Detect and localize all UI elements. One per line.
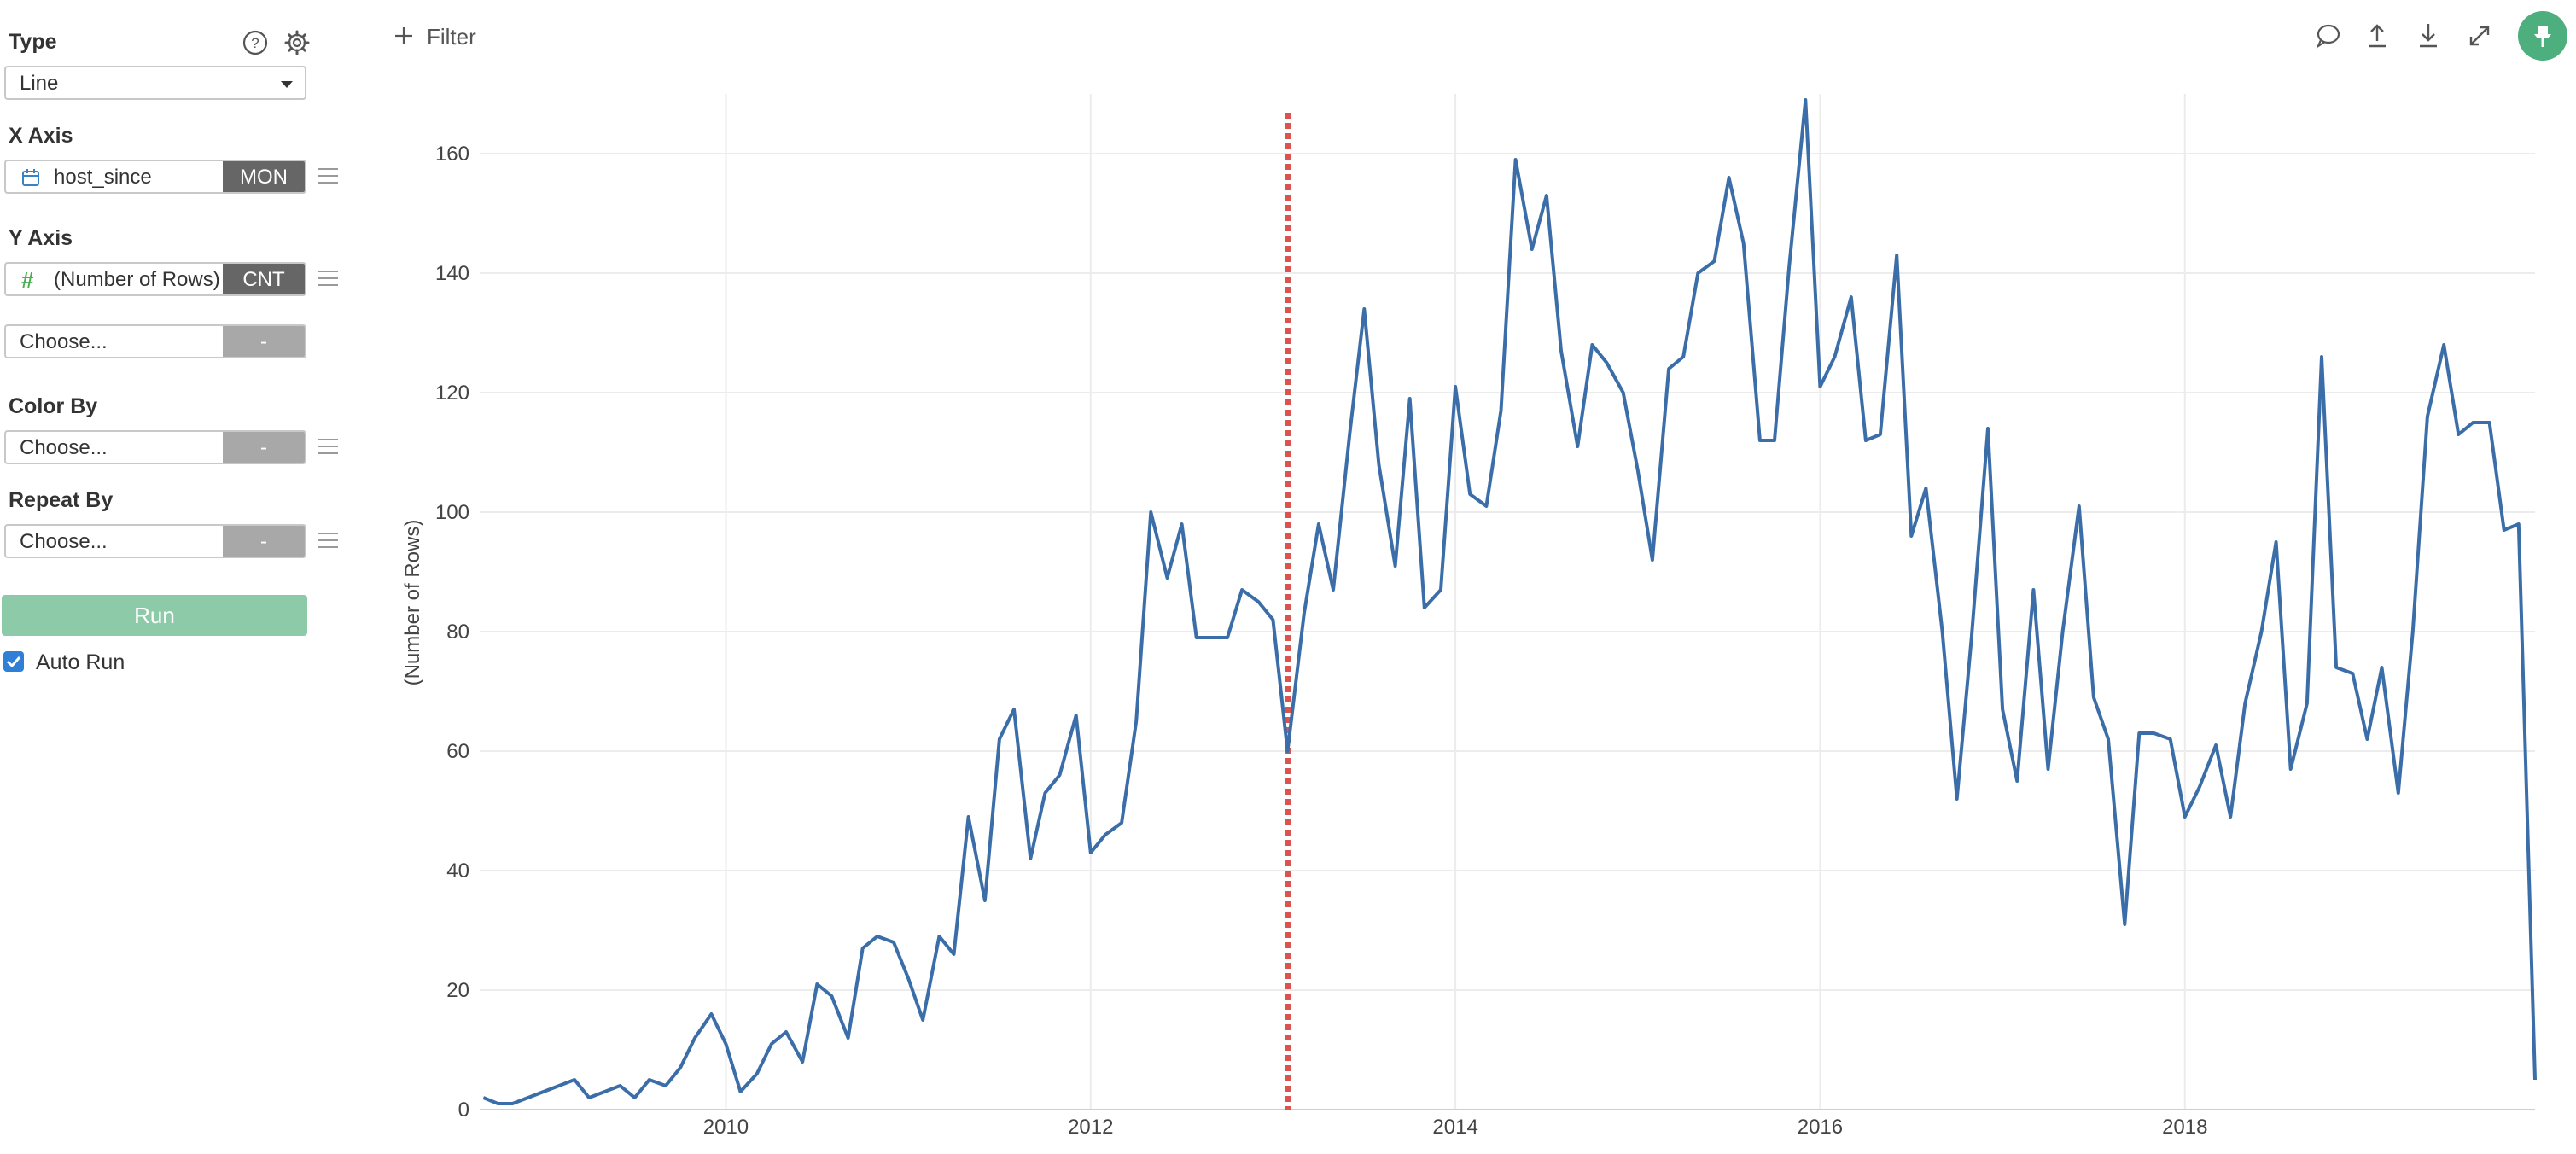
y-axis-title: (Number of Rows) xyxy=(401,520,424,686)
chart-config-panel: Type ? Line X Axis host_since MON xyxy=(0,0,358,1154)
x-axis-ticks: 2010 2012 2014 2016 2018 xyxy=(703,1116,2208,1139)
repeat-by-placeholder: Choose... xyxy=(20,530,108,553)
comment-icon[interactable] xyxy=(2313,20,2344,51)
y-tick-label: 120 xyxy=(435,382,469,405)
caret-down-icon xyxy=(281,81,293,88)
y-axis-field[interactable]: # (Number of Rows) CNT xyxy=(4,262,306,296)
x-tick-label: 2014 xyxy=(1432,1116,1477,1139)
chart-grid xyxy=(480,94,2535,1110)
pin-button[interactable] xyxy=(2518,11,2567,61)
y-axis-field-name: (Number of Rows) xyxy=(54,268,220,291)
color-by-menu-icon[interactable] xyxy=(318,439,338,459)
series-line xyxy=(482,98,2537,1105)
y-axis-menu-icon[interactable] xyxy=(318,271,338,291)
number-icon: # xyxy=(21,267,34,293)
type-label: Type xyxy=(9,30,57,54)
y-tick-label: 0 xyxy=(458,1099,469,1122)
y-tick-label: 140 xyxy=(435,262,469,285)
run-button[interactable]: Run xyxy=(2,595,307,636)
repeat-by-label: Repeat By xyxy=(9,488,114,512)
x-axis-field-name: host_since xyxy=(54,166,152,189)
checkmark-icon xyxy=(6,656,21,668)
chart-type-value: Line xyxy=(20,72,59,95)
chart-type-select[interactable]: Line xyxy=(4,66,306,100)
x-tick-label: 2012 xyxy=(1068,1116,1113,1139)
x-tick-label: 2010 xyxy=(703,1116,749,1139)
auto-run-checkbox[interactable] xyxy=(3,651,24,672)
color-by-placeholder: Choose... xyxy=(20,436,108,459)
y-axis-field-2[interactable]: Choose... - xyxy=(4,324,306,358)
y-axis-2-aggregation[interactable]: - xyxy=(223,326,305,357)
plus-icon xyxy=(395,27,412,44)
y-tick-label: 60 xyxy=(446,740,469,763)
auto-run-label: Auto Run xyxy=(36,650,125,674)
y-tick-label: 160 xyxy=(435,143,469,166)
color-by-aggregation[interactable]: - xyxy=(223,432,305,463)
color-by-field[interactable]: Choose... - xyxy=(4,430,306,464)
x-tick-label: 2016 xyxy=(1798,1116,1843,1139)
upload-icon[interactable] xyxy=(2362,20,2392,51)
y-axis-label: Y Axis xyxy=(9,226,73,250)
x-axis-label: X Axis xyxy=(9,124,73,148)
calendar-icon xyxy=(22,169,39,186)
y-axis-ticks: 0 20 40 60 80 100 120 140 160 xyxy=(435,143,469,1122)
y-tick-label: 100 xyxy=(435,501,469,524)
y-tick-label: 40 xyxy=(446,860,469,883)
x-axis-field[interactable]: host_since MON xyxy=(4,160,306,194)
repeat-by-menu-icon[interactable] xyxy=(318,533,338,553)
y-tick-label: 20 xyxy=(446,979,469,1002)
color-by-label: Color By xyxy=(9,394,98,418)
x-tick-label: 2018 xyxy=(2162,1116,2207,1139)
svg-text:?: ? xyxy=(251,35,259,51)
filter-label: Filter xyxy=(427,24,476,50)
x-axis-menu-icon[interactable] xyxy=(318,168,338,189)
pin-icon xyxy=(2534,26,2551,47)
y-axis-field-2-placeholder: Choose... xyxy=(20,330,108,353)
help-icon[interactable]: ? xyxy=(242,29,269,56)
download-icon[interactable] xyxy=(2413,20,2444,51)
repeat-by-aggregation[interactable]: - xyxy=(223,526,305,557)
series-group xyxy=(482,98,2537,1105)
x-axis-aggregation[interactable]: MON xyxy=(223,161,305,192)
y-axis-aggregation[interactable]: CNT xyxy=(223,264,305,294)
repeat-by-field[interactable]: Choose... - xyxy=(4,524,306,558)
gear-icon[interactable] xyxy=(283,29,311,56)
y-tick-label: 80 xyxy=(446,621,469,644)
expand-icon[interactable] xyxy=(2464,20,2495,51)
